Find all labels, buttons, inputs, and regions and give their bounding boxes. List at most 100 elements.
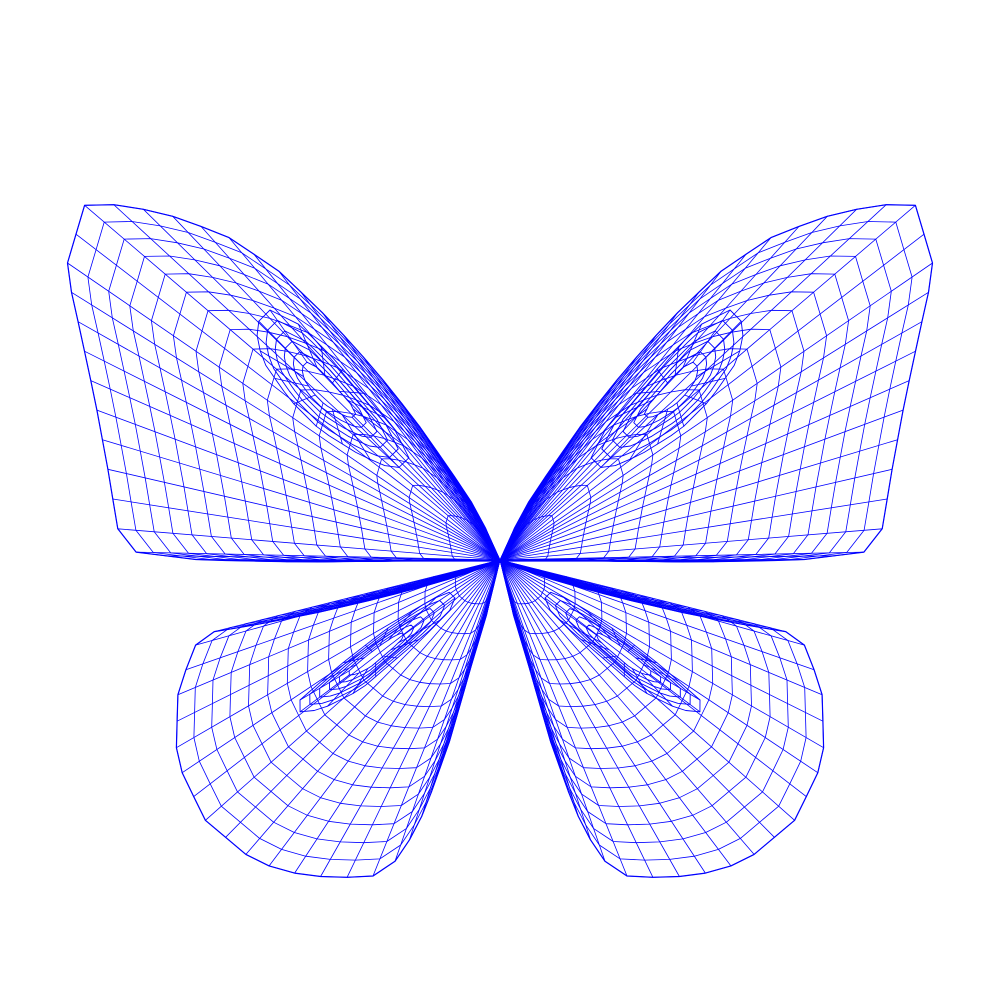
wing-radial-line xyxy=(165,555,501,561)
wing-eyespot-spoke xyxy=(321,663,358,682)
wing-eyespot-ring xyxy=(601,319,735,458)
wing-radial-line xyxy=(225,559,501,838)
wing-radial-line xyxy=(499,551,865,561)
wing-eyespot-spoke xyxy=(676,402,685,427)
wing-outline xyxy=(502,204,934,563)
wing-radial-line xyxy=(143,208,501,561)
wing-eyespot-spoke xyxy=(397,619,441,644)
wing-eyespot-ring xyxy=(622,340,717,438)
wing-radial-line xyxy=(300,291,501,561)
wing-eyespot-spoke xyxy=(656,368,668,384)
wing-radial-line xyxy=(499,528,883,561)
wing-eyespot-spoke xyxy=(690,378,726,387)
wing-eyespot-spoke xyxy=(299,674,350,713)
wing-eyespot-ring xyxy=(338,624,415,683)
wing-eyespot-spoke xyxy=(602,655,618,659)
wing-radial-line xyxy=(320,559,501,877)
wing-radial-line xyxy=(499,321,923,561)
wing-eyespot-ring xyxy=(283,340,378,438)
wing-eyespot-ring xyxy=(299,591,456,713)
wing-radial-line xyxy=(67,262,501,561)
wing-radial-line xyxy=(499,403,599,561)
lower-right-wing xyxy=(499,559,825,878)
wing-radial-line xyxy=(499,380,910,561)
wing-eyespot-ring xyxy=(309,600,446,705)
wing-eyespot-spoke xyxy=(332,368,344,384)
wing-eyespot-ring xyxy=(319,608,435,698)
lower-left-wing xyxy=(175,559,501,878)
wing-eyespot-spoke xyxy=(597,408,648,444)
wing-radial-line xyxy=(499,208,857,561)
upper-right-wing xyxy=(499,204,934,563)
wing-eyespot-spoke xyxy=(615,399,654,418)
wing-radial-line xyxy=(499,350,916,561)
wing-radial-line xyxy=(499,468,893,561)
wing-radial-line xyxy=(102,439,501,561)
wing-eyespot-ring xyxy=(274,330,389,448)
wing-radial-line xyxy=(499,559,824,749)
wing-eyespot-ring xyxy=(348,632,404,676)
wing-outline xyxy=(175,562,498,878)
wing-eyespot-spoke xyxy=(342,657,365,664)
wing-eyespot-spoke xyxy=(339,391,364,394)
wing-eyespot-spoke xyxy=(274,378,310,387)
wing-radial-line xyxy=(107,468,501,561)
wing-radial-line xyxy=(499,559,732,867)
wing-radial-line xyxy=(84,350,501,561)
wing-eyespot-spoke xyxy=(636,391,661,394)
wing-eyespot-spoke xyxy=(346,399,385,418)
wing-radial-line xyxy=(499,253,747,561)
wing-eyespot-ring xyxy=(554,600,691,705)
wing-radial-line xyxy=(499,559,824,722)
wing-radial-line xyxy=(362,356,501,561)
wing-radial-line xyxy=(499,291,929,561)
wing-eyespot-spoke xyxy=(692,309,731,363)
wing-eyespot-spoke xyxy=(341,414,371,460)
wing-radial-line xyxy=(499,270,722,561)
wing-eyespot-spoke xyxy=(580,639,610,651)
wing-radial-line xyxy=(499,559,606,862)
wing-radial-line xyxy=(96,409,501,561)
wing-eyespot-spoke xyxy=(696,320,742,367)
wing-outline xyxy=(66,204,498,563)
wing-eyespot-spoke xyxy=(382,655,398,659)
wing-radial-line xyxy=(409,559,501,841)
wing-eyespot-spoke xyxy=(650,670,701,701)
wing-eyespot-ring xyxy=(256,309,410,468)
wing-radial-line xyxy=(499,312,678,561)
wing-eyespot-spoke xyxy=(640,672,673,707)
wing-eyespot-spoke xyxy=(650,674,701,713)
wing-radial-line xyxy=(499,237,772,561)
wing-radial-line xyxy=(394,559,501,862)
wing-radial-line xyxy=(193,559,501,797)
wing-radial-line xyxy=(499,555,835,561)
wing-radial-line xyxy=(499,204,887,561)
wing-radial-line xyxy=(113,204,501,561)
wing-eyespot-spoke xyxy=(352,408,403,444)
wing-radial-line xyxy=(499,559,755,855)
wing-radial-line xyxy=(499,559,775,838)
wing-radial-line xyxy=(176,559,501,749)
wing-eyespot-ring xyxy=(575,616,671,691)
wing-radial-line xyxy=(499,559,680,877)
wing-eyespot-spoke xyxy=(684,394,707,405)
wing-eyespot-spoke xyxy=(587,611,612,641)
wing-eyespot-spoke xyxy=(642,663,679,682)
wing-eyespot-ring xyxy=(643,361,699,418)
wing-eyespot-spoke xyxy=(299,670,350,701)
wing-radial-line xyxy=(499,559,706,874)
wing-eyespot-spoke xyxy=(403,597,456,636)
wing-radial-line xyxy=(135,551,501,561)
wing-radial-line xyxy=(499,379,618,561)
wing-eyespot-ring xyxy=(544,591,701,713)
wing-radial-line xyxy=(71,291,501,561)
wing-eyespot-ring xyxy=(565,608,681,698)
wing-radial-line xyxy=(372,559,501,877)
wing-radial-line xyxy=(499,409,904,561)
wing-eyespot-ring xyxy=(590,309,744,468)
wing-eyespot-spoke xyxy=(258,320,304,367)
wing-eyespot-ring xyxy=(265,319,399,458)
wing-eyespot-spoke xyxy=(320,345,326,376)
